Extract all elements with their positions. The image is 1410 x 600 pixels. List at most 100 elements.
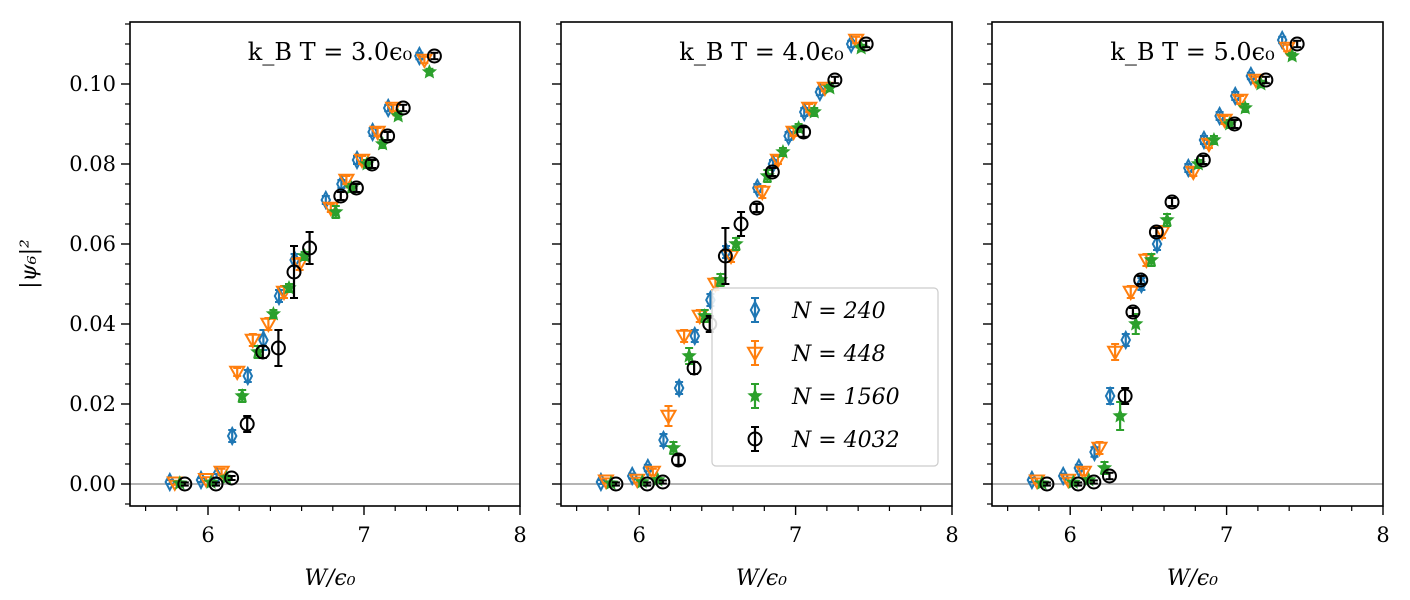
data-point	[626, 465, 638, 487]
data-point	[224, 470, 240, 486]
data-point	[426, 48, 442, 64]
data-point	[212, 465, 231, 482]
data-point	[1198, 129, 1210, 151]
data-point	[1182, 157, 1194, 179]
plot-frame	[129, 21, 521, 507]
data-point	[775, 143, 791, 159]
data-point	[1245, 65, 1257, 87]
data-point	[239, 416, 255, 432]
y-tick-label: 0.08	[69, 152, 116, 176]
data-point	[689, 325, 701, 347]
data-point	[1229, 85, 1241, 107]
data-point	[1153, 225, 1171, 242]
series-4	[177, 48, 442, 492]
data-point	[380, 128, 396, 144]
data-point	[1289, 36, 1305, 52]
data-point	[1090, 441, 1109, 458]
legend: N = 240 N = 448 N = 1560 N = 4032	[711, 287, 939, 467]
series-2	[1028, 41, 1296, 490]
x-tick-label: 8	[1376, 523, 1389, 547]
data-point	[415, 53, 434, 70]
panel-title: k_B T = 3.0ϵ₀	[248, 38, 412, 66]
data-point	[655, 474, 671, 490]
data-point	[1112, 407, 1128, 423]
x-tick-label: 6	[633, 523, 646, 547]
data-point	[348, 180, 364, 196]
data-point	[208, 476, 224, 492]
panel-title: k_B T = 4.0ϵ₀	[679, 38, 843, 66]
series-4	[608, 36, 874, 492]
panel-1: 6 7 8 0.00 0.02 0.04 0.06 0.08 0.10 k_B T = 3.0ϵ₀…	[69, 21, 527, 591]
legend-marker	[746, 346, 764, 363]
data-point	[1120, 329, 1132, 351]
data-point	[749, 200, 765, 216]
data-point	[644, 465, 662, 482]
x-tick-label: 7	[789, 523, 802, 547]
data-point	[1278, 41, 1296, 58]
data-point	[164, 471, 176, 493]
data-point	[328, 203, 344, 219]
data-point	[769, 153, 787, 170]
data-point	[265, 305, 282, 321]
legend-label: N = 1560	[791, 385, 900, 410]
legend-box	[711, 287, 939, 467]
data-point	[1151, 233, 1163, 255]
data-point	[1206, 131, 1222, 147]
data-point	[670, 452, 686, 468]
legend-marker	[747, 387, 763, 403]
data-point	[414, 45, 425, 67]
data-point	[1101, 468, 1117, 484]
plot-frame	[991, 21, 1384, 507]
data-point	[1117, 388, 1133, 404]
series-3	[1034, 47, 1300, 490]
x-axis-label: W/ϵ₀	[736, 566, 787, 591]
data-point	[1164, 194, 1180, 210]
data-point	[639, 476, 655, 492]
data-point	[333, 188, 349, 204]
data-point	[234, 387, 250, 403]
data-point	[673, 377, 685, 399]
panel-3: 6 7 8 k_B T = 5.0ϵ₀ W/ϵ₀	[983, 21, 1390, 591]
data-point	[1104, 385, 1116, 407]
series-3	[172, 63, 438, 490]
data-point	[659, 409, 678, 426]
data-point	[796, 124, 812, 140]
data-point	[1237, 99, 1253, 115]
data-point	[270, 340, 286, 356]
data-point	[1086, 474, 1102, 490]
data-point	[1148, 224, 1164, 240]
plot-frame	[560, 21, 953, 507]
data-point	[1184, 165, 1203, 182]
data-point	[658, 429, 669, 451]
data-point	[1070, 476, 1086, 492]
x-tick-label: 7	[357, 523, 370, 547]
data-point	[827, 72, 843, 88]
data-point	[717, 248, 733, 264]
data-point	[1159, 211, 1175, 227]
legend-label: N = 4032	[791, 428, 900, 453]
data-point	[733, 216, 749, 232]
data-point	[1039, 476, 1055, 492]
legend-label: N = 448	[791, 342, 886, 367]
y-axis-label: |ψ₆|²	[17, 239, 42, 289]
data-point	[1133, 272, 1149, 288]
data-point	[367, 121, 378, 143]
data-point	[244, 333, 262, 350]
data-point	[395, 100, 411, 116]
data-point	[1106, 345, 1124, 362]
y-tick-label: 0.02	[69, 392, 116, 416]
data-point	[421, 63, 438, 79]
data-point	[675, 329, 693, 346]
data-point	[226, 425, 238, 447]
data-point	[681, 347, 697, 363]
data-point	[686, 360, 702, 376]
data-point	[728, 235, 744, 251]
data-point	[337, 173, 356, 190]
data-point	[302, 240, 318, 256]
data-point	[259, 317, 278, 334]
x-tick-label: 8	[513, 523, 526, 547]
data-point	[177, 476, 193, 492]
data-point	[764, 164, 780, 180]
data-point	[1195, 152, 1211, 168]
